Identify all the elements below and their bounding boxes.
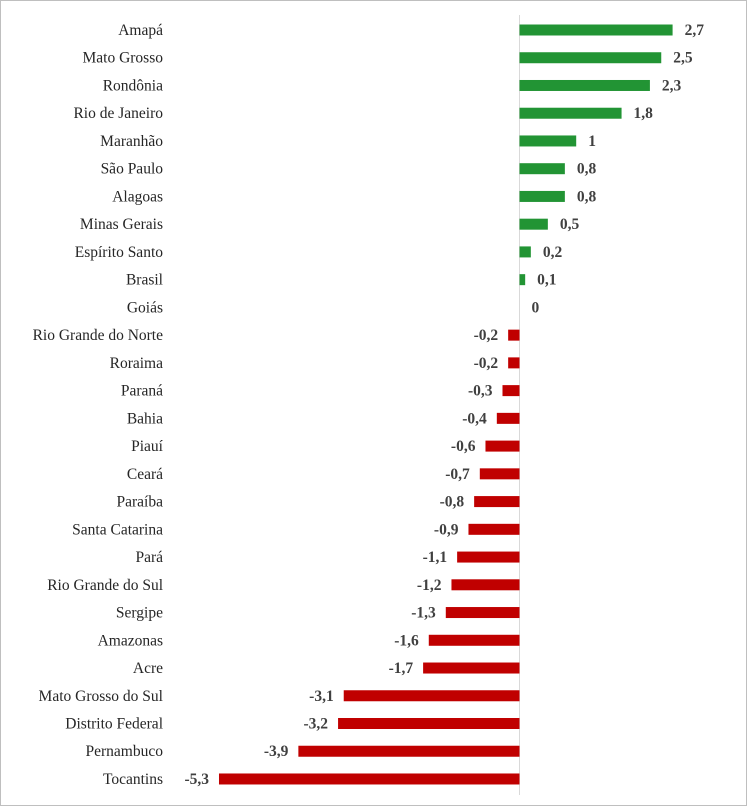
data-label: -3,1 xyxy=(309,688,334,705)
data-label: -0,2 xyxy=(474,327,499,344)
data-label: -0,9 xyxy=(434,521,459,538)
category-label: Piauí xyxy=(131,438,164,455)
category-label: Goiás xyxy=(127,299,163,316)
bar xyxy=(451,579,520,591)
category-label: Roraima xyxy=(110,355,163,372)
bar xyxy=(519,163,565,175)
bar xyxy=(519,24,673,36)
category-label: Minas Gerais xyxy=(80,216,163,233)
bar xyxy=(343,690,520,702)
data-label: -0,4 xyxy=(462,410,487,427)
data-label: 0,5 xyxy=(560,216,580,233)
data-label: -0,8 xyxy=(440,494,465,511)
category-label: Alagoas xyxy=(112,188,163,205)
category-label: Ceará xyxy=(127,466,163,483)
bar xyxy=(423,662,520,674)
bar xyxy=(519,274,526,286)
data-label: 2,7 xyxy=(685,22,705,39)
category-label: Espírito Santo xyxy=(75,244,164,261)
bar xyxy=(519,218,548,230)
data-label: -1,3 xyxy=(411,605,436,622)
category-label: São Paulo xyxy=(101,161,164,178)
data-label: 1 xyxy=(588,133,596,150)
category-label: Pará xyxy=(135,549,163,566)
category-label: Paraná xyxy=(121,383,163,400)
bar xyxy=(519,190,565,202)
data-label: -3,2 xyxy=(304,716,329,733)
data-label: -3,9 xyxy=(264,743,289,760)
category-label: Distrito Federal xyxy=(65,716,163,733)
bar xyxy=(445,607,520,619)
category-label: Paraíba xyxy=(117,494,164,511)
data-label: -1,6 xyxy=(394,632,419,649)
category-label: Rio de Janeiro xyxy=(73,105,163,122)
data-label: 0 xyxy=(532,299,540,316)
category-label: Pernambuco xyxy=(86,743,164,760)
category-label: Bahia xyxy=(127,410,163,427)
bar xyxy=(519,135,577,147)
bar xyxy=(298,745,520,757)
bar xyxy=(474,496,520,508)
category-label: Brasil xyxy=(126,272,163,289)
bar xyxy=(338,718,520,729)
bar xyxy=(519,107,622,119)
category-label: Tocantins xyxy=(103,771,163,788)
bar xyxy=(496,412,520,424)
data-label: 0,2 xyxy=(543,244,563,261)
category-label: Mato Grosso xyxy=(82,50,163,67)
category-label: Sergipe xyxy=(116,605,163,622)
data-label: -0,7 xyxy=(445,466,470,483)
category-label: Amazonas xyxy=(98,632,163,649)
category-label: Rio Grande do Norte xyxy=(33,327,164,344)
category-label: Acre xyxy=(133,660,163,677)
category-label: Amapá xyxy=(118,22,163,39)
bar xyxy=(218,773,520,785)
data-label: -0,3 xyxy=(468,383,493,400)
bar xyxy=(457,551,520,563)
category-label: Rondônia xyxy=(103,77,163,94)
data-label: 2,3 xyxy=(662,77,682,94)
data-label: 2,5 xyxy=(673,50,693,67)
data-label: -5,3 xyxy=(184,771,209,788)
bar xyxy=(508,329,520,341)
data-label: 0,1 xyxy=(537,272,556,289)
bar xyxy=(479,468,520,480)
bar xyxy=(502,385,520,397)
bar xyxy=(508,357,520,369)
category-label: Mato Grosso do Sul xyxy=(39,688,163,705)
bar xyxy=(519,246,531,258)
data-label: -1,1 xyxy=(423,549,448,566)
bar xyxy=(519,52,662,64)
bar xyxy=(519,79,650,91)
category-label: Maranhão xyxy=(100,133,163,150)
data-label: 1,8 xyxy=(634,105,654,122)
data-label: -0,6 xyxy=(451,438,476,455)
data-label: -0,2 xyxy=(474,355,499,372)
data-label: -1,7 xyxy=(389,660,414,677)
bar xyxy=(468,523,520,535)
data-label: 0,8 xyxy=(577,188,597,205)
category-label: Santa Catarina xyxy=(72,521,163,538)
bar xyxy=(485,440,520,452)
bar xyxy=(428,634,520,646)
data-label: 0,8 xyxy=(577,161,597,178)
category-label: Rio Grande do Sul xyxy=(47,577,163,594)
data-label: -1,2 xyxy=(417,577,442,594)
